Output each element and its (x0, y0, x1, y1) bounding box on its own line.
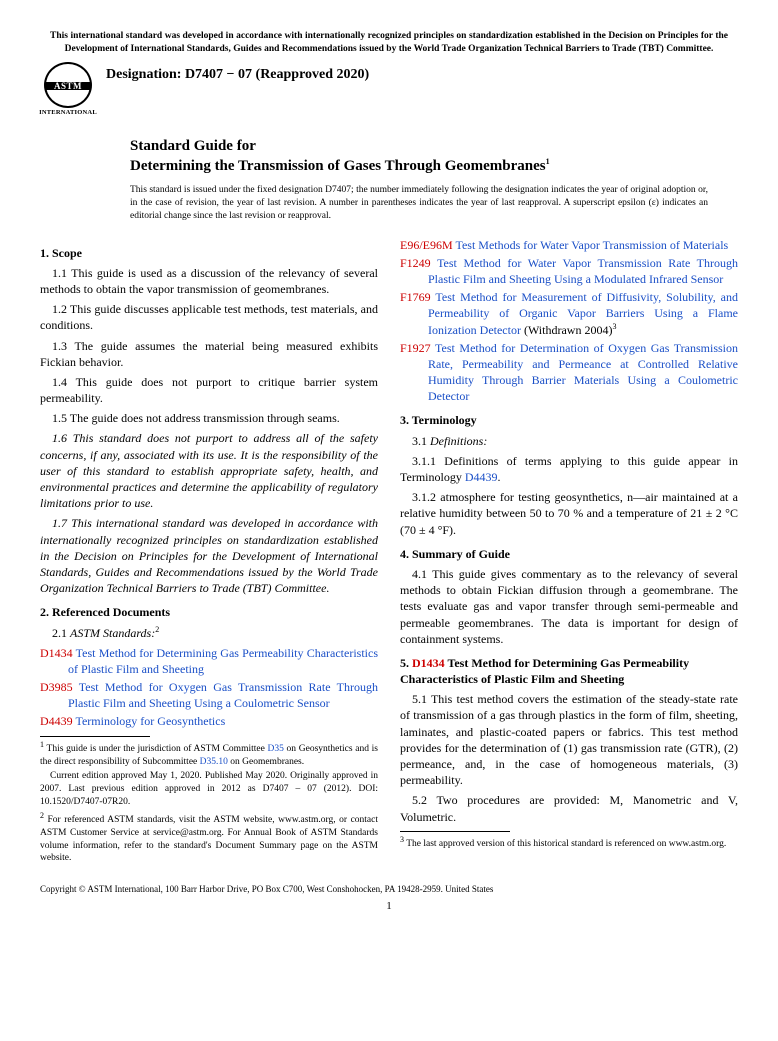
ref-f1927: F1927 Test Method for Determination of O… (400, 340, 738, 405)
fn1b: D35 (268, 744, 284, 754)
summary-4-1: 4.1 This guide gives commentary as to th… (400, 566, 738, 647)
ref-d3985: D3985 Test Method for Oxygen Gas Transmi… (40, 679, 378, 711)
ref-code: D1434 (40, 646, 73, 660)
title-lead: Standard Guide for (130, 136, 738, 156)
footnote-1: 1 This guide is under the jurisdiction o… (40, 740, 378, 769)
title-sup: 1 (546, 157, 550, 166)
body-columns: 1. Scope 1.1 This guide is used as a dis… (40, 237, 738, 866)
fn2: For referenced ASTM standards, visit the… (40, 815, 378, 863)
section5-5-2: 5.2 Two procedures are provided: M, Mano… (400, 792, 738, 824)
ref-code: D4439 (40, 714, 73, 728)
ref-title: Test Method for Determination of Oxygen … (428, 341, 738, 404)
top-boilerplate: This international standard was develope… (50, 30, 728, 56)
ref-code: D3985 (40, 680, 73, 694)
ref-title: Test Method for Determining Gas Permeabi… (68, 646, 378, 676)
ref-f1769: F1769 Test Method for Measurement of Dif… (400, 289, 738, 338)
scope-1-4: 1.4 This guide does not purport to criti… (40, 374, 378, 406)
terminology-3-1-1: 3.1.1 Definitions of terms applying to t… (400, 453, 738, 485)
refdocs-sup: 2 (155, 625, 159, 634)
footnote-rule-left (40, 736, 150, 737)
fn1a: This guide is under the jurisdiction of … (47, 744, 268, 754)
fn1e: on Geomembranes. (228, 757, 304, 767)
ref-code: F1927 (400, 341, 431, 355)
scope-1-7: 1.7 This international standard was deve… (40, 515, 378, 596)
refdocs-sub-title: ASTM Standards: (70, 626, 155, 640)
scope-1-5: 1.5 The guide does not address transmiss… (40, 410, 378, 426)
footnote-3: 3 The last approved version of this hist… (400, 835, 738, 851)
term-sub-title: Definitions: (430, 434, 487, 448)
copyright-line: Copyright © ASTM International, 100 Barr… (40, 883, 738, 895)
t311b: D4439 (465, 470, 498, 484)
ref-f1249: F1249 Test Method for Water Vapor Transm… (400, 255, 738, 287)
refdocs-head: 2. Referenced Documents (40, 604, 378, 620)
logo-main: ASTM (54, 80, 82, 92)
ref-d4439: D4439 Terminology for Geosynthetics (40, 713, 378, 729)
ref-sup: 3 (612, 322, 616, 331)
t311a: 3.1.1 Definitions of terms applying to t… (400, 454, 738, 484)
footnote-rule-right (400, 831, 510, 832)
page-number: 1 (40, 899, 738, 914)
footnotes-left: 1 This guide is under the jurisdiction o… (40, 740, 378, 866)
fn1d: D35.10 (200, 757, 228, 767)
section5-5-1: 5.1 This test method covers the estimati… (400, 691, 738, 788)
footnotes-right: 3 The last approved version of this hist… (400, 835, 738, 851)
title-block: Standard Guide for Determining the Trans… (130, 136, 738, 177)
refdocs-sub-num: 2.1 (52, 626, 70, 640)
ref-title: Test Method for Water Vapor Transmission… (428, 256, 738, 286)
astm-logo: ASTM INTERNATIONAL (40, 62, 96, 118)
scope-head: 1. Scope (40, 245, 378, 261)
terminology-sub: 3.1 Definitions: (400, 433, 738, 449)
header-row: ASTM INTERNATIONAL Designation: D7407 − … (40, 62, 738, 118)
scope-1-1: 1.1 This guide is used as a discussion o… (40, 265, 378, 297)
scope-1-2: 1.2 This guide discusses applicable test… (40, 301, 378, 333)
ref-code: F1249 (400, 256, 431, 270)
scope-1-3: 1.3 The guide assumes the material being… (40, 338, 378, 370)
scope-1-6: 1.6 This standard does not purport to ad… (40, 430, 378, 511)
ref-title: Test Method for Oxygen Gas Transmission … (68, 680, 378, 710)
ref-title: Test Methods for Water Vapor Transmissio… (455, 238, 728, 252)
ref-d1434: D1434 Test Method for Determining Gas Pe… (40, 645, 378, 677)
refdocs-sub: 2.1 ASTM Standards:2 (40, 625, 378, 641)
terminology-head: 3. Terminology (400, 412, 738, 428)
summary-head: 4. Summary of Guide (400, 546, 738, 562)
ref-code: E96/E96M (400, 238, 453, 252)
issued-note: This standard is issued under the fixed … (130, 184, 708, 222)
logo-sub: INTERNATIONAL (39, 109, 97, 118)
title-main-text: Determining the Transmission of Gases Th… (130, 158, 546, 174)
section5-head: 5. D1434 Test Method for Determining Gas… (400, 655, 738, 687)
t311c: . (498, 470, 501, 484)
term-sub-num: 3.1 (412, 434, 430, 448)
fn3: The last approved version of this histor… (406, 839, 726, 849)
s5-code: D1434 (412, 656, 445, 670)
footnote-1-cont: Current edition approved May 1, 2020. Pu… (40, 770, 378, 808)
ref-e96: E96/E96M Test Methods for Water Vapor Tr… (400, 237, 738, 253)
footnote-2: 2 For referenced ASTM standards, visit t… (40, 811, 378, 865)
title-main: Determining the Transmission of Gases Th… (130, 156, 738, 176)
terminology-3-1-2: 3.1.2 atmosphere for testing geosyntheti… (400, 489, 738, 538)
ref-title: Terminology for Geosynthetics (75, 714, 225, 728)
designation-line: Designation: D7407 − 07 (Reapproved 2020… (106, 66, 369, 85)
ref-code: F1769 (400, 290, 431, 304)
ref-tail: (Withdrawn 2004) (521, 323, 613, 337)
s5-num: 5. (400, 656, 412, 670)
